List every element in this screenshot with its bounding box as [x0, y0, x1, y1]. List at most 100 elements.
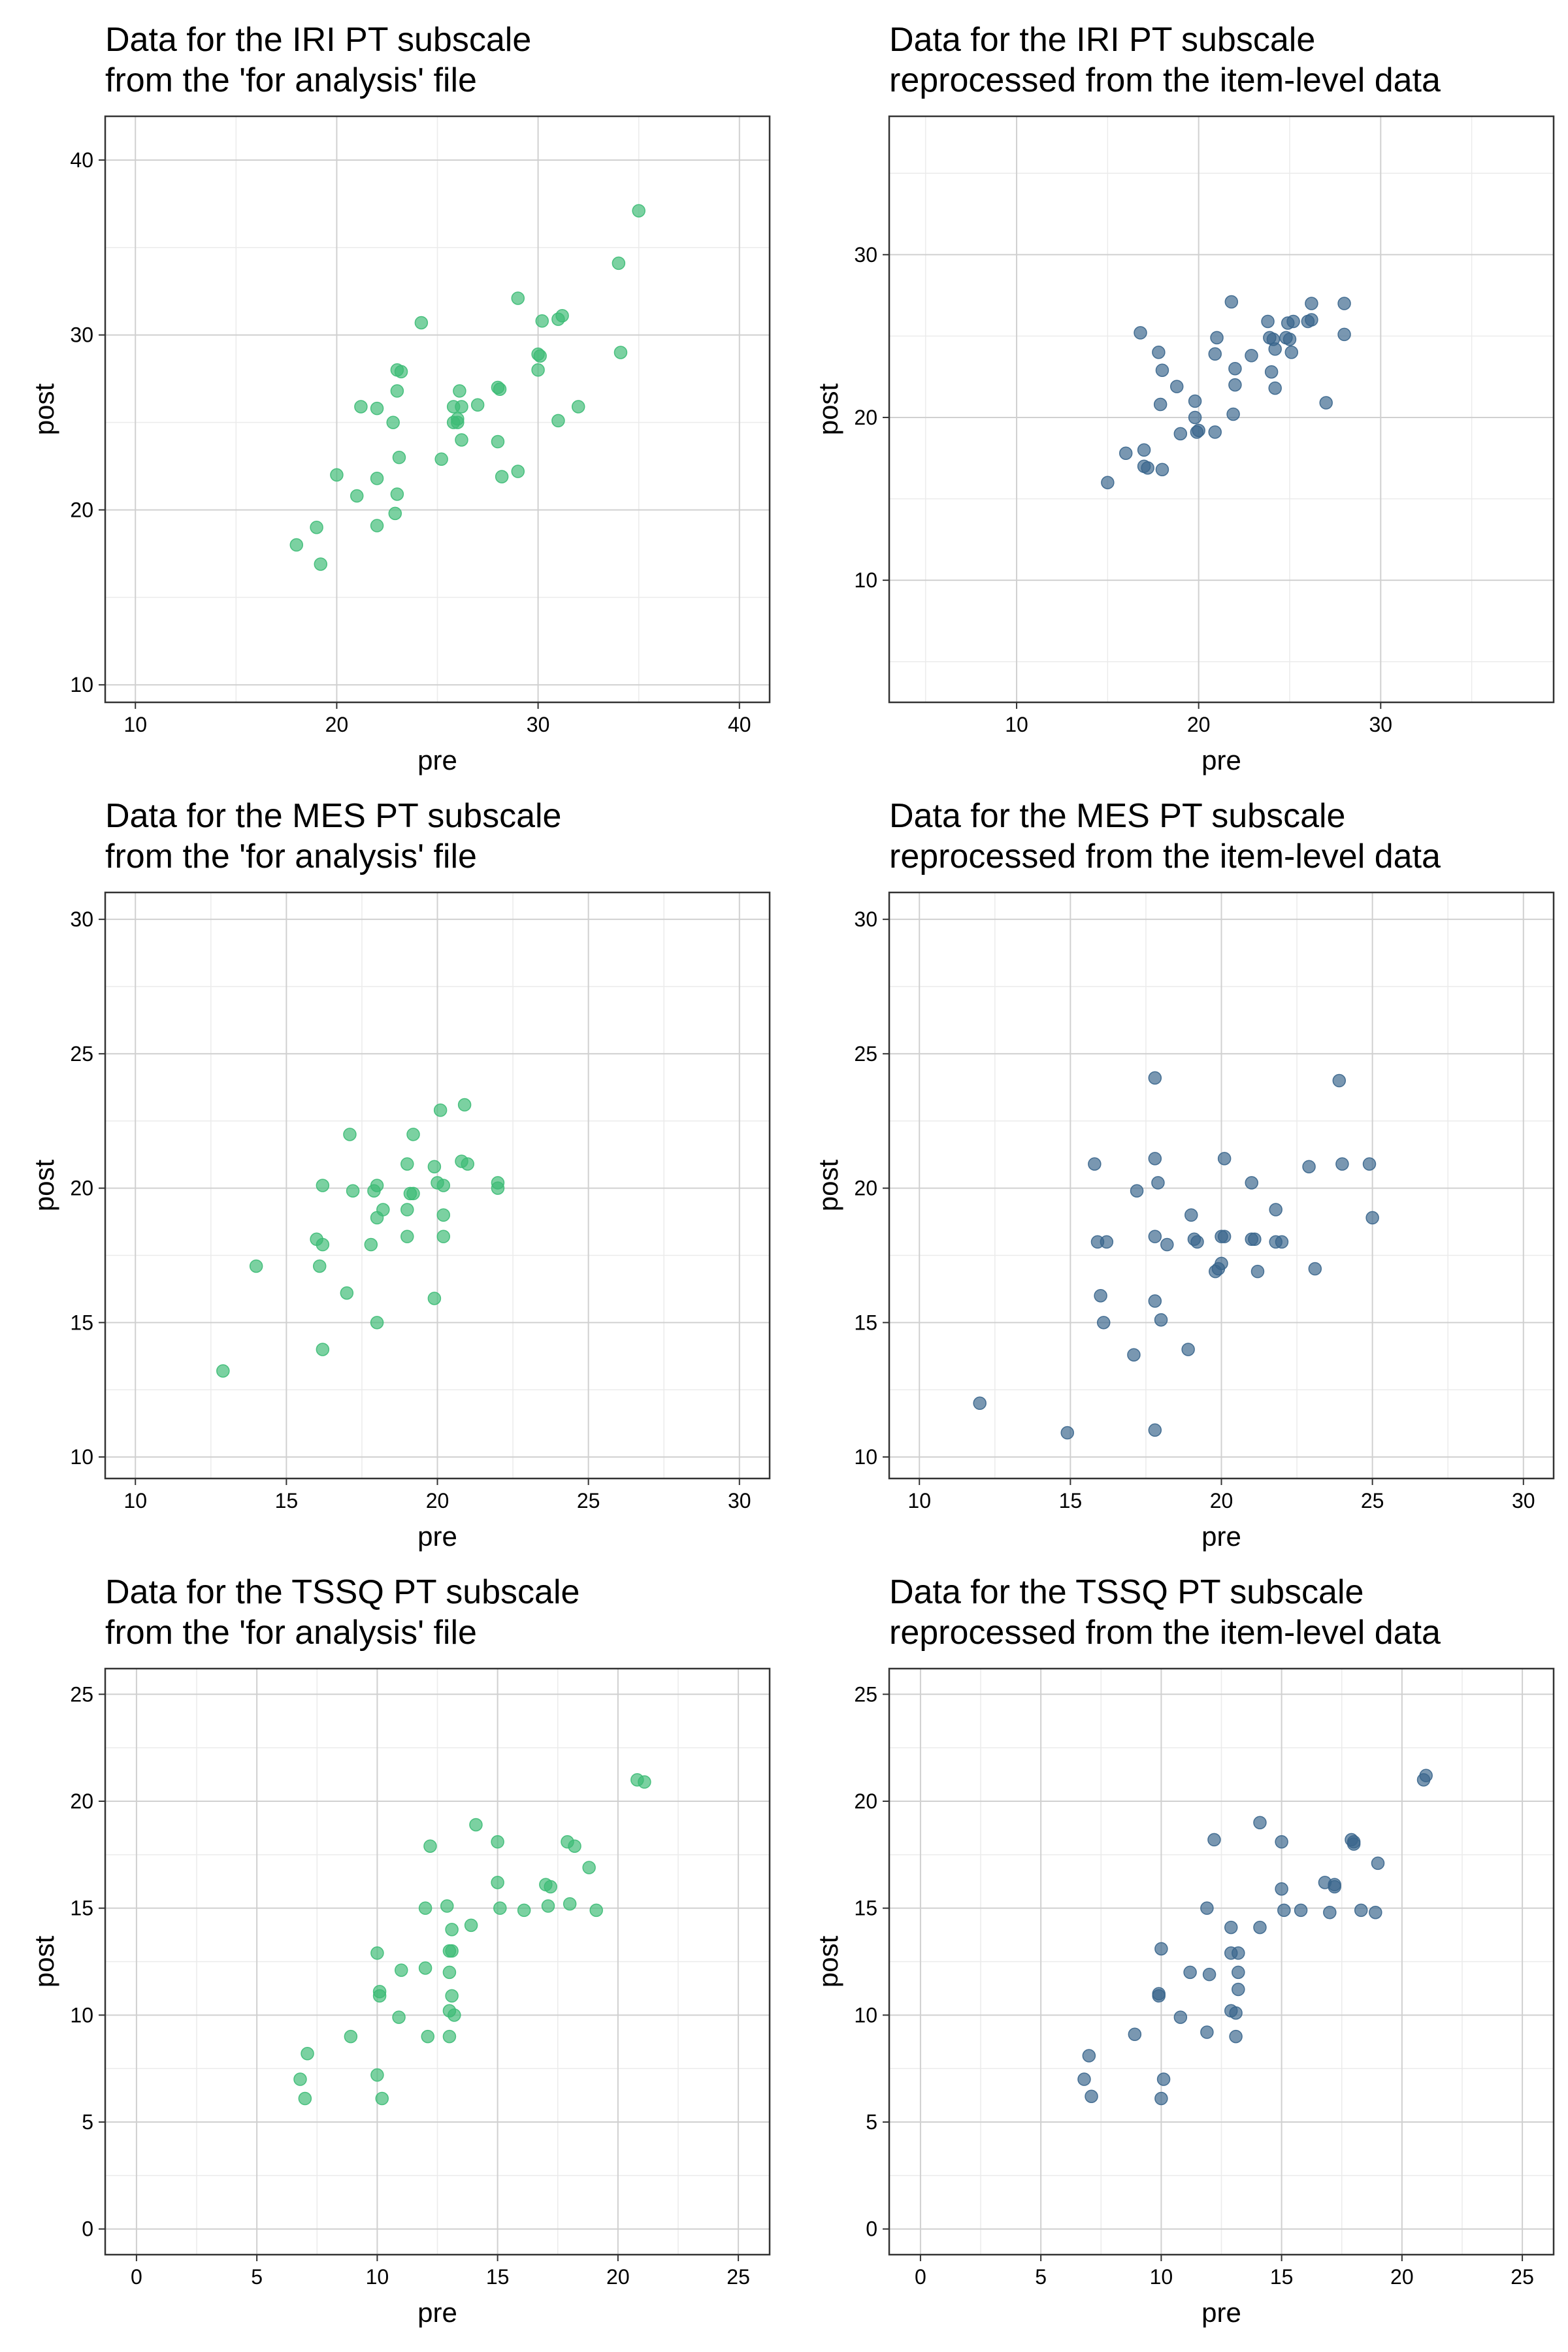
data-point	[1282, 333, 1297, 346]
data-point	[370, 1179, 384, 1192]
panel-iri-reprocessed: Data for the IRI PT subscale reprocessed …	[784, 0, 1568, 776]
data-point	[423, 1839, 437, 1853]
plot-frame	[104, 115, 771, 704]
data-point	[340, 1286, 354, 1300]
chart-title-line: Data for the IRI PT subscale	[105, 21, 532, 59]
x-tick-label: 30	[1512, 1489, 1535, 1512]
data-point	[343, 1128, 357, 1141]
x-tick-label: 20	[1210, 1489, 1233, 1512]
data-point	[1248, 1232, 1262, 1247]
x-tick-label: 10	[1005, 713, 1028, 736]
data-point	[376, 1203, 390, 1217]
data-point	[1096, 1316, 1111, 1330]
data-point	[1141, 461, 1154, 475]
x-tick-label: 30	[728, 1489, 751, 1512]
data-point	[1188, 410, 1202, 425]
data-point	[1173, 2010, 1188, 2024]
data-point	[1128, 2027, 1142, 2042]
data-point	[1277, 1903, 1291, 1918]
data-point	[973, 1396, 987, 1411]
data-point	[1245, 349, 1258, 363]
data-point	[392, 2010, 406, 2024]
data-point	[491, 1835, 504, 1849]
data-point	[1226, 407, 1240, 421]
scatter-plot: 0 5 10 15 20 25 0 5 10 15 20 25 pre post	[813, 1667, 1555, 2328]
data-point	[491, 434, 505, 449]
data-point	[1253, 1816, 1267, 1829]
data-point	[1152, 1989, 1166, 2003]
x-tick-label: 15	[486, 2265, 510, 2289]
data-point	[1156, 2072, 1171, 2086]
y-tick-label: 5	[82, 2110, 93, 2134]
x-tick-label: 25	[1361, 1489, 1384, 1512]
chart-title-line: Data for the MES PT subscale	[105, 797, 562, 835]
x-axis-title: pre	[417, 745, 457, 776]
data-point	[1371, 1856, 1385, 1870]
y-tick-label: 20	[70, 1789, 93, 1813]
data-point	[427, 1292, 442, 1305]
data-point	[316, 1179, 330, 1192]
data-point	[1275, 1235, 1289, 1249]
y-tick-label: 20	[854, 1177, 877, 1200]
data-point	[533, 349, 547, 363]
data-point	[1082, 2049, 1096, 2063]
x-tick-label: 10	[1150, 2265, 1173, 2289]
plot-frame	[104, 1667, 771, 2256]
data-point	[555, 308, 569, 323]
data-point	[632, 204, 645, 218]
axes: 10 20 30 10 20 30	[854, 243, 1392, 736]
data-point	[370, 401, 384, 416]
data-point	[544, 1880, 557, 1894]
y-tick-label: 15	[854, 1897, 877, 1920]
data-point	[541, 1899, 555, 1913]
y-tick-label: 30	[854, 907, 877, 931]
data-point	[350, 489, 364, 503]
y-tick-label: 10	[70, 2003, 93, 2027]
data-point	[1323, 1905, 1337, 1919]
data-points	[1101, 295, 1351, 489]
chart-title: Data for the MES PT subscale reprocessed …	[889, 796, 1441, 877]
data-point	[1332, 1073, 1347, 1088]
y-tick-label: 0	[82, 2217, 93, 2241]
scatter-plot: 10 15 20 25 30 10 15 20 25 30 pre post	[29, 891, 771, 1552]
data-point	[298, 2091, 312, 2106]
data-point	[464, 1918, 478, 1933]
data-point	[249, 1259, 263, 1273]
data-point	[1362, 1157, 1377, 1171]
chart-title-line: Data for the IRI PT subscale	[889, 21, 1316, 59]
data-point	[445, 1923, 459, 1936]
data-point	[390, 384, 404, 398]
data-point	[470, 398, 485, 412]
x-axis-title: pre	[1201, 745, 1241, 776]
data-point	[551, 414, 565, 428]
chart-title-line: reprocessed from the item-level data	[889, 1614, 1441, 1652]
data-point	[1060, 1426, 1074, 1440]
data-point	[1275, 1882, 1288, 1896]
chart-title: Data for the IRI PT subscale reprocessed …	[889, 20, 1441, 101]
data-point	[457, 1098, 472, 1112]
scatter-plot: 10 20 30 40 10 20 30 40 pre post	[29, 115, 771, 776]
y-tick-label: 25	[70, 1682, 93, 1706]
data-point	[1232, 1982, 1245, 1997]
data-point	[354, 400, 368, 414]
data-points	[293, 1772, 651, 2106]
y-tick-label: 20	[70, 498, 93, 521]
data-point	[1308, 1262, 1322, 1276]
data-points	[973, 1071, 1379, 1440]
x-axis-title: pre	[417, 2297, 457, 2328]
data-point	[1148, 1423, 1162, 1437]
data-point	[1155, 463, 1169, 476]
data-point	[517, 1903, 531, 1918]
y-axis-title: post	[29, 383, 59, 435]
y-tick-label: 15	[854, 1311, 877, 1334]
y-axis-title: post	[813, 1935, 843, 1987]
data-point	[445, 1989, 459, 2003]
data-point	[434, 452, 448, 466]
data-point	[1094, 1288, 1107, 1303]
y-tick-label: 10	[854, 2003, 877, 2027]
data-point	[1148, 1071, 1162, 1085]
data-point	[1224, 1920, 1238, 1935]
gridlines	[889, 1669, 1554, 2255]
data-point	[418, 1961, 433, 1975]
